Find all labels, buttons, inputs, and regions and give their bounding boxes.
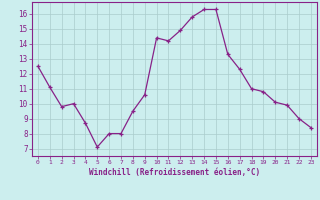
X-axis label: Windchill (Refroidissement éolien,°C): Windchill (Refroidissement éolien,°C) [89, 168, 260, 177]
